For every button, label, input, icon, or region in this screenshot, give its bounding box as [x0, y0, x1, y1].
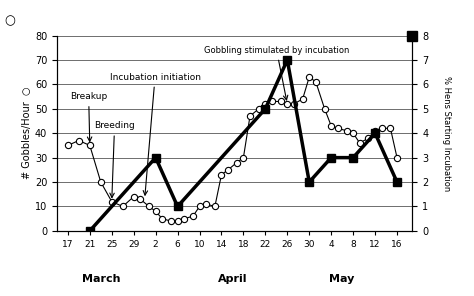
- Y-axis label: # Gobbles/Hour  ○: # Gobbles/Hour ○: [22, 87, 32, 179]
- Text: Breakup: Breakup: [70, 92, 107, 141]
- Text: Incubation initiation: Incubation initiation: [109, 73, 201, 195]
- Text: March: March: [82, 274, 120, 284]
- Text: May: May: [329, 274, 355, 284]
- Y-axis label: % Hens Starting Incubation: % Hens Starting Incubation: [442, 75, 451, 191]
- Text: Gobbling stimulated by incubation: Gobbling stimulated by incubation: [204, 46, 349, 100]
- Text: Breeding: Breeding: [94, 121, 135, 197]
- Text: ○: ○: [5, 14, 16, 27]
- Text: April: April: [218, 274, 247, 284]
